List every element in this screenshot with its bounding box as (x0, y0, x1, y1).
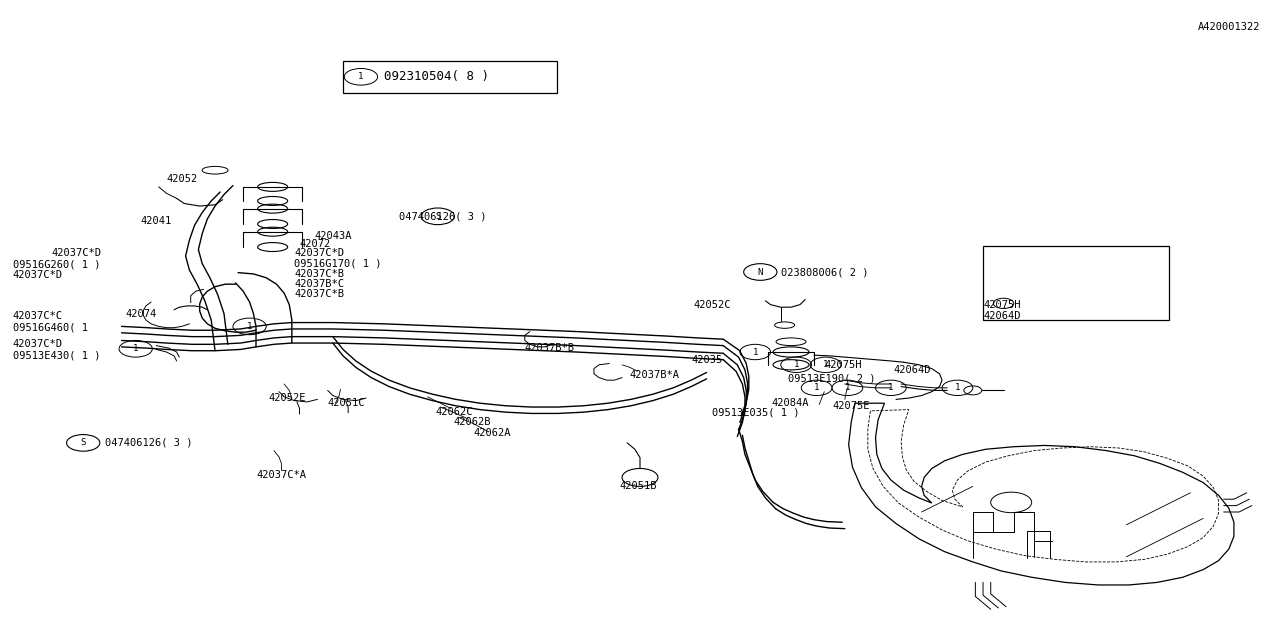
Text: 09513E190( 2 ): 09513E190( 2 ) (788, 374, 876, 384)
Text: 42051C: 42051C (328, 398, 365, 408)
Text: 09516G170( 1 ): 09516G170( 1 ) (294, 259, 381, 269)
Text: 047406126( 3 ): 047406126( 3 ) (399, 211, 486, 221)
Text: 42075E: 42075E (832, 401, 869, 411)
Text: 1: 1 (845, 383, 850, 392)
Text: 42037C*B: 42037C*B (294, 269, 344, 279)
Text: 42037C*A: 42037C*A (256, 470, 306, 480)
Text: 42037C*D: 42037C*D (13, 270, 63, 280)
Text: 42037C*C: 42037C*C (13, 311, 63, 321)
Text: 42037C*D: 42037C*D (13, 339, 63, 349)
Text: 42037B*B: 42037B*B (525, 343, 575, 353)
Text: 42075H: 42075H (824, 360, 861, 370)
Text: 1: 1 (133, 344, 138, 353)
Text: 42074: 42074 (125, 308, 156, 319)
Text: 047406126( 3 ): 047406126( 3 ) (105, 438, 192, 448)
Text: 42064D: 42064D (893, 365, 931, 375)
Text: 42062C: 42062C (435, 407, 472, 417)
Text: 1: 1 (823, 360, 828, 369)
Text: 42052: 42052 (166, 174, 197, 184)
Text: 092310504( 8 ): 092310504( 8 ) (384, 70, 489, 83)
Text: 42043A: 42043A (315, 230, 352, 241)
Text: 023808006( 2 ): 023808006( 2 ) (781, 268, 868, 278)
Text: 42064D: 42064D (983, 311, 1020, 321)
Text: 42051B: 42051B (620, 481, 657, 492)
Text: 42084A: 42084A (772, 398, 809, 408)
Text: 1: 1 (753, 348, 758, 356)
FancyBboxPatch shape (343, 61, 557, 93)
Text: 42037B*C: 42037B*C (294, 279, 344, 289)
Text: 42037C*D: 42037C*D (51, 248, 101, 259)
Text: A420001322: A420001322 (1198, 22, 1261, 32)
Text: 1: 1 (814, 383, 819, 392)
Text: 42037B*A: 42037B*A (630, 370, 680, 380)
Text: 42052C: 42052C (694, 300, 731, 310)
Text: 42062B: 42062B (453, 417, 490, 428)
Text: S: S (81, 438, 86, 447)
Text: 42062A: 42062A (474, 428, 511, 438)
Text: 42037C*B: 42037C*B (294, 289, 344, 300)
Text: 42037C*D: 42037C*D (294, 248, 344, 259)
Text: S: S (435, 212, 440, 221)
Text: 09516G460( 1: 09516G460( 1 (13, 323, 88, 333)
Text: 42052E: 42052E (269, 393, 306, 403)
Text: 42075H: 42075H (983, 300, 1020, 310)
FancyBboxPatch shape (983, 246, 1169, 320)
Text: 1: 1 (888, 383, 893, 392)
Text: 1: 1 (955, 383, 960, 392)
Text: 09513E035( 1 ): 09513E035( 1 ) (712, 407, 799, 417)
Text: 42035: 42035 (691, 355, 722, 365)
Text: N: N (758, 268, 763, 276)
Text: 42072: 42072 (300, 239, 330, 250)
Text: 1: 1 (358, 72, 364, 81)
Text: 1: 1 (794, 360, 799, 369)
Text: 09516G260( 1 ): 09516G260( 1 ) (13, 260, 100, 270)
Text: 09513E430( 1 ): 09513E430( 1 ) (13, 351, 100, 361)
Text: 42041: 42041 (141, 216, 172, 227)
Text: 1: 1 (247, 322, 252, 331)
